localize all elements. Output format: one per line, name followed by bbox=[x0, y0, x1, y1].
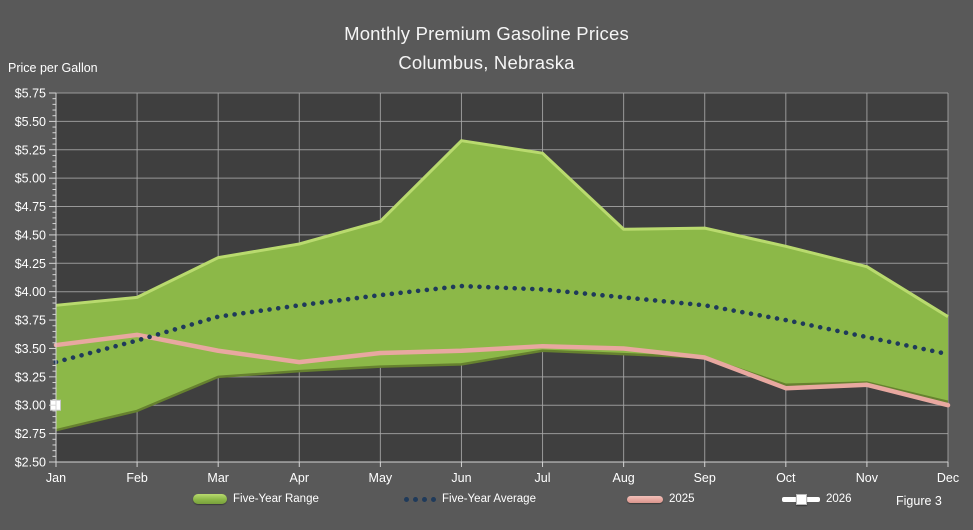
legend-swatch-point-icon bbox=[782, 493, 820, 505]
legend-label: Five-Year Range bbox=[233, 493, 319, 505]
x-tick-label: Dec bbox=[937, 471, 959, 485]
y-tick-label: $2.75 bbox=[15, 427, 46, 441]
x-tick-label: Jun bbox=[451, 471, 471, 485]
legend-label: 2025 bbox=[669, 493, 695, 505]
x-tick-label: Mar bbox=[207, 471, 229, 485]
y-tick-label: $4.75 bbox=[15, 200, 46, 214]
y-tick-label: $3.00 bbox=[15, 399, 46, 413]
y-tick-label: $4.50 bbox=[15, 228, 46, 242]
y-tick-label: $3.50 bbox=[15, 342, 46, 356]
y-tick-label: $5.00 bbox=[15, 172, 46, 186]
y-tick-label: $3.25 bbox=[15, 370, 46, 384]
chart-title-line1: Monthly Premium Gasoline Prices bbox=[344, 23, 629, 44]
x-tick-label: Feb bbox=[126, 471, 148, 485]
legend-2026-square-marker bbox=[796, 493, 807, 505]
x-tick-label: Oct bbox=[776, 471, 796, 485]
chart-title-line2: Columbus, Nebraska bbox=[398, 52, 575, 73]
y-tick-label: $3.75 bbox=[15, 314, 46, 328]
legend-item-2025: 2025 bbox=[627, 493, 695, 505]
legend-average-dot bbox=[422, 496, 427, 502]
range-area-top-edge bbox=[55, 139, 949, 318]
x-tick-label: Apr bbox=[290, 471, 309, 485]
y-tick-label: $5.75 bbox=[15, 87, 46, 101]
chart-title: Monthly Premium Gasoline Prices Columbus… bbox=[0, 19, 973, 77]
legend: Five-Year Range Five-Year Average 2025 2026 bbox=[0, 493, 973, 513]
y-tick-label: $5.50 bbox=[15, 115, 46, 129]
x-tick-label: Nov bbox=[856, 471, 879, 485]
legend-label: 2026 bbox=[826, 493, 852, 505]
x-tick-label: May bbox=[369, 471, 393, 485]
y-axis-title: Price per Gallon bbox=[8, 61, 98, 75]
legend-item-five-year-range: Five-Year Range bbox=[193, 493, 319, 505]
legend-item-2026: 2026 bbox=[782, 493, 852, 505]
y-tick-label: $4.25 bbox=[15, 257, 46, 271]
legend-average-dot bbox=[404, 496, 409, 502]
x-tick-label: Aug bbox=[613, 471, 635, 485]
x-tick-label: Jul bbox=[535, 471, 551, 485]
x-tick-label: Sep bbox=[694, 471, 716, 485]
line-2025 bbox=[53, 332, 951, 408]
figure-label: Figure 3 bbox=[896, 494, 942, 508]
legend-swatch-line-icon bbox=[627, 495, 663, 503]
legend-item-five-year-average: Five-Year Average bbox=[404, 493, 536, 505]
y-tick-label: $4.00 bbox=[15, 285, 46, 299]
legend-average-dot bbox=[431, 496, 436, 502]
legend-average-dot bbox=[413, 496, 418, 502]
legend-label: Five-Year Average bbox=[442, 493, 536, 505]
y-tick-label: $2.50 bbox=[15, 456, 46, 470]
legend-swatch-range-icon bbox=[193, 494, 227, 504]
x-tick-label: Jan bbox=[46, 471, 66, 485]
range-area-bottom-edge bbox=[55, 349, 949, 432]
legend-swatch-dotted-icon bbox=[404, 494, 436, 504]
y-tick-label: $5.25 bbox=[15, 143, 46, 157]
